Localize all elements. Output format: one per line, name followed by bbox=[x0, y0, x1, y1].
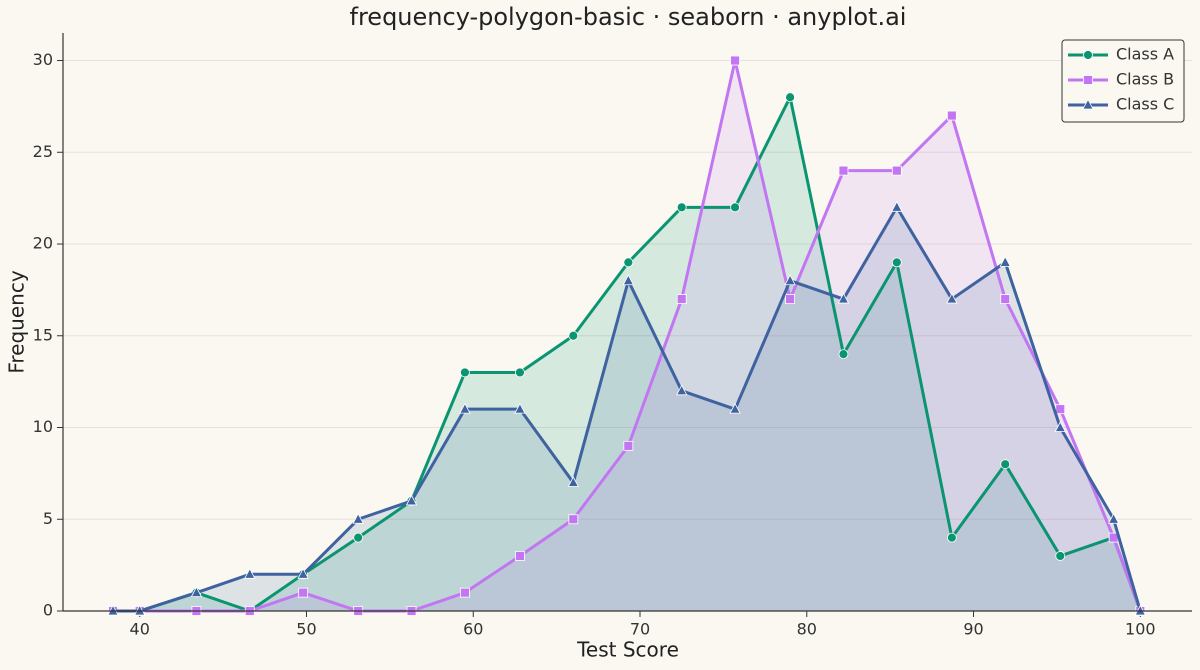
x-tick-label: 40 bbox=[130, 620, 150, 639]
marker bbox=[459, 402, 471, 414]
marker bbox=[190, 586, 203, 598]
y-tick-label: 0 bbox=[43, 601, 53, 620]
marker bbox=[946, 110, 957, 121]
x-tick-label: 100 bbox=[1125, 620, 1156, 639]
marker bbox=[244, 567, 256, 579]
marker bbox=[891, 165, 902, 176]
marker bbox=[1055, 404, 1066, 415]
marker bbox=[891, 200, 903, 212]
legend-label: Class C bbox=[1116, 95, 1174, 114]
marker bbox=[784, 274, 796, 286]
marker bbox=[730, 202, 740, 213]
marker bbox=[946, 292, 958, 304]
marker bbox=[460, 367, 470, 378]
y-tick-label: 25 bbox=[33, 142, 53, 161]
marker bbox=[352, 512, 364, 524]
x-tick-label: 70 bbox=[630, 620, 650, 639]
marker bbox=[891, 257, 902, 268]
marker bbox=[107, 604, 119, 616]
marker bbox=[676, 384, 688, 396]
marker bbox=[729, 402, 741, 414]
marker bbox=[676, 294, 687, 304]
marker bbox=[785, 294, 795, 304]
marker bbox=[838, 349, 849, 360]
area-fill bbox=[113, 60, 1141, 612]
legend-label: Class A bbox=[1116, 45, 1174, 64]
x-tick-label: 80 bbox=[797, 620, 817, 639]
marker bbox=[837, 292, 850, 304]
marker bbox=[1000, 294, 1011, 304]
marker bbox=[353, 532, 364, 543]
marker bbox=[622, 274, 634, 286]
y-tick-label: 5 bbox=[43, 509, 53, 528]
marker bbox=[1054, 421, 1066, 432]
chart-title: frequency-polygon-basic · seaborn · anyp… bbox=[350, 3, 907, 31]
legend-label: Class B bbox=[1116, 70, 1174, 89]
marker bbox=[515, 367, 525, 378]
x-tick-label: 60 bbox=[463, 620, 483, 639]
y-axis-label: Frequency bbox=[5, 270, 29, 373]
marker bbox=[298, 587, 309, 598]
marker bbox=[946, 532, 957, 543]
marker bbox=[567, 476, 579, 487]
marker bbox=[999, 256, 1011, 267]
legend-marker bbox=[1082, 98, 1094, 110]
marker bbox=[568, 514, 579, 525]
marker bbox=[568, 330, 579, 341]
area-fill bbox=[113, 97, 1141, 611]
y-tick-label: 10 bbox=[33, 417, 53, 436]
marker bbox=[623, 440, 634, 451]
marker bbox=[1000, 459, 1011, 470]
x-tick-label: 50 bbox=[296, 620, 316, 639]
marker bbox=[785, 92, 795, 103]
marker bbox=[297, 567, 309, 579]
marker bbox=[1055, 551, 1066, 561]
marker bbox=[1134, 604, 1146, 616]
marker bbox=[676, 202, 687, 213]
marker bbox=[134, 604, 146, 616]
marker bbox=[838, 165, 849, 176]
y-tick-label: 30 bbox=[33, 50, 53, 69]
marker bbox=[514, 402, 526, 414]
x-tick-label: 90 bbox=[963, 620, 983, 639]
marker bbox=[623, 257, 634, 268]
y-tick-label: 15 bbox=[33, 325, 53, 344]
legend-box bbox=[1061, 39, 1185, 123]
marker bbox=[1107, 512, 1120, 524]
legend-marker bbox=[1083, 50, 1093, 60]
marker bbox=[405, 494, 418, 506]
legend-marker bbox=[1083, 75, 1093, 85]
marker bbox=[460, 587, 470, 598]
y-tick-label: 20 bbox=[33, 234, 53, 253]
area-fill bbox=[113, 207, 1141, 612]
marker bbox=[515, 551, 525, 561]
marker bbox=[730, 55, 740, 66]
x-axis-label: Test Score bbox=[576, 638, 679, 662]
